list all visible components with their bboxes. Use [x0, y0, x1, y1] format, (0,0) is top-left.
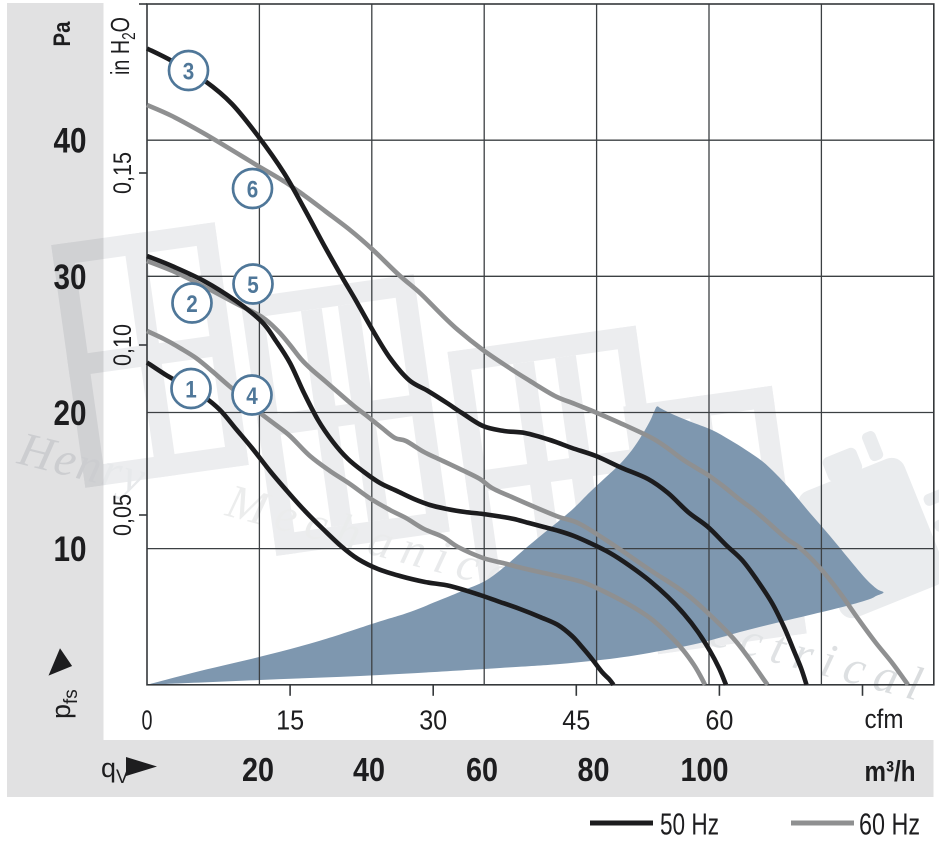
svg-text:Pa: Pa	[49, 21, 76, 47]
svg-text:60 Hz: 60 Hz	[859, 807, 920, 842]
svg-text:5: 5	[247, 272, 259, 299]
svg-text:50 Hz: 50 Hz	[660, 807, 719, 842]
svg-text:6: 6	[247, 176, 259, 203]
svg-text:30: 30	[54, 258, 87, 297]
svg-text:4: 4	[246, 383, 258, 410]
svg-text:100: 100	[681, 751, 729, 788]
svg-text:60: 60	[705, 705, 733, 736]
svg-text:20: 20	[242, 751, 274, 788]
svg-text:0: 0	[142, 705, 153, 736]
svg-text:in H2O: in H2O	[105, 17, 139, 75]
svg-text:40: 40	[54, 122, 87, 161]
svg-text:3: 3	[183, 58, 195, 85]
svg-text:cfm: cfm	[865, 704, 904, 734]
svg-text:80: 80	[578, 751, 610, 788]
svg-text:60: 60	[466, 751, 498, 788]
svg-text:15: 15	[276, 705, 304, 736]
svg-text:0,05: 0,05	[109, 494, 137, 536]
svg-text:45: 45	[562, 705, 590, 736]
svg-text:10: 10	[54, 530, 87, 569]
svg-text:20: 20	[54, 394, 87, 433]
svg-text:30: 30	[419, 705, 447, 736]
svg-text:0,15: 0,15	[109, 152, 137, 194]
svg-text:0,10: 0,10	[109, 324, 137, 366]
svg-text:1: 1	[185, 376, 197, 403]
svg-text:2: 2	[186, 291, 198, 318]
svg-text:m³/h: m³/h	[865, 756, 916, 788]
svg-text:40: 40	[353, 751, 385, 788]
